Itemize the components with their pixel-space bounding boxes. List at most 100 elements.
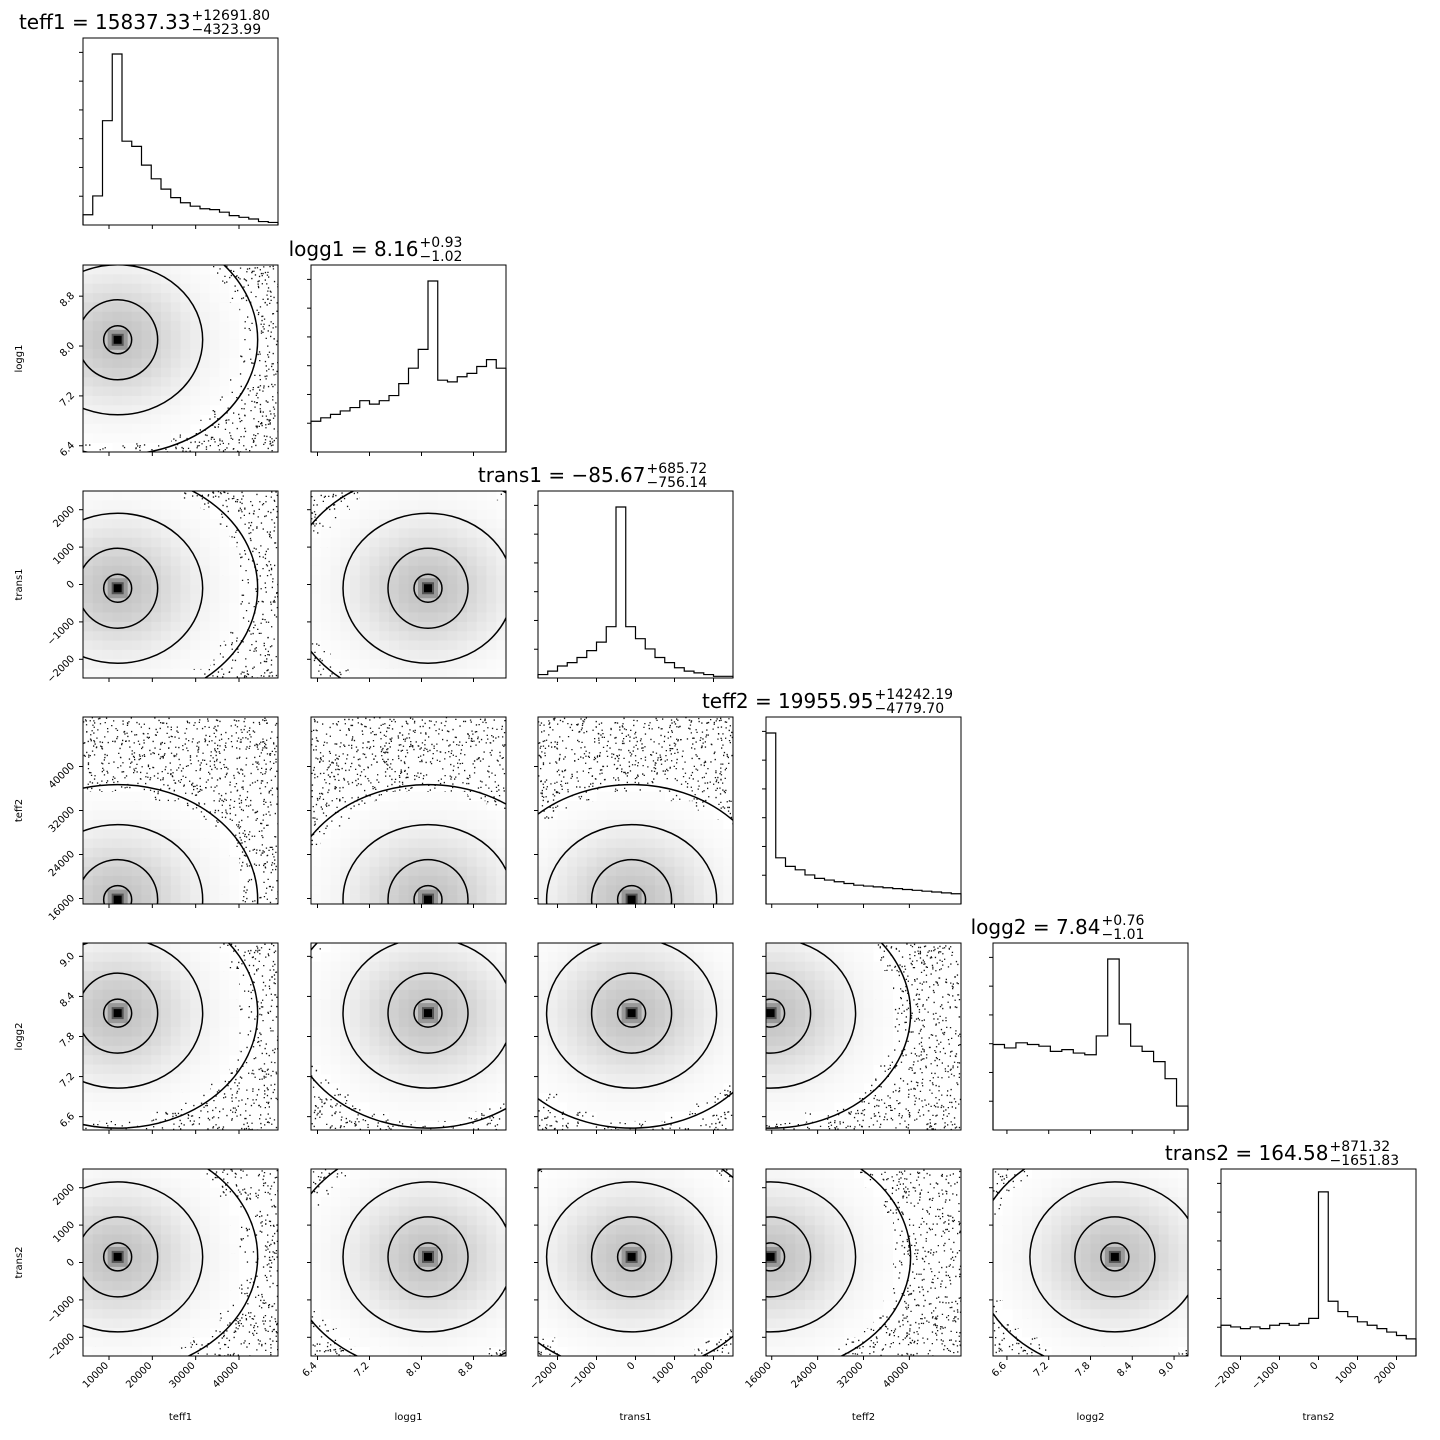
density-cell: [102, 565, 113, 576]
density-cell: [1119, 1187, 1130, 1198]
density-cell: [1041, 1262, 1052, 1273]
density-cell: [824, 1178, 835, 1188]
density-cell: [447, 847, 458, 858]
density-cell: [398, 875, 409, 886]
density-cell: [486, 1206, 497, 1217]
density-cell: [457, 1337, 468, 1347]
density-cell: [1110, 1225, 1121, 1235]
density-cell: [606, 1073, 617, 1084]
density-cell: [684, 1017, 695, 1028]
density-cell: [457, 980, 468, 991]
density-cell: [775, 1036, 786, 1047]
density-cell: [350, 1017, 361, 1028]
density-cell: [1051, 1178, 1062, 1188]
density-cell: [92, 866, 103, 877]
density-cell: [645, 875, 656, 886]
density-cell: [1032, 1187, 1043, 1198]
density-cell: [131, 593, 142, 604]
density-cell: [180, 1092, 191, 1103]
density-cell: [418, 547, 429, 557]
density-cell: [398, 1073, 409, 1084]
density-peak: [424, 1009, 432, 1018]
density-cell: [359, 593, 370, 604]
density-cell: [330, 1045, 341, 1056]
density-cell: [596, 1197, 607, 1207]
density-cell: [151, 1215, 162, 1226]
density-cell: [200, 302, 211, 313]
density-cell: [785, 1225, 796, 1235]
density-cell: [131, 302, 142, 313]
density-cell: [645, 1309, 656, 1319]
density-cell: [723, 1215, 733, 1226]
density-cell: [1041, 1234, 1052, 1245]
density-cell: [437, 943, 448, 953]
density-cell: [359, 1064, 370, 1075]
density-cell: [467, 1055, 478, 1065]
density-cell: [350, 943, 361, 953]
density-cell: [83, 1101, 94, 1112]
density-cell: [141, 1083, 152, 1093]
density-cell: [723, 943, 733, 953]
density-cell: [398, 838, 409, 849]
density-cell: [606, 971, 617, 981]
density-cell: [775, 971, 786, 981]
density-cell: [311, 631, 322, 641]
density-cell: [131, 961, 142, 972]
density-cell: [655, 1215, 666, 1226]
density-cell: [437, 980, 448, 991]
density-cell: [340, 980, 351, 991]
density-cell: [311, 1215, 322, 1226]
density-cell: [703, 1045, 714, 1056]
density-cell: [83, 509, 94, 520]
density-cell: [723, 1290, 733, 1301]
density-cell: [170, 971, 181, 981]
density-cell: [151, 1309, 162, 1319]
density-cell: [340, 1290, 351, 1301]
density-cell: [418, 1045, 429, 1056]
density-cell: [102, 649, 113, 660]
density-cell: [389, 1346, 400, 1356]
density-cell: [645, 1027, 656, 1037]
density-cell: [538, 838, 549, 849]
density-cell: [538, 1178, 549, 1188]
density-cell: [359, 603, 370, 613]
density-cell: [209, 999, 220, 1009]
density-cell: [1090, 1215, 1101, 1226]
density-cell: [437, 1281, 448, 1291]
density-cell: [190, 631, 201, 641]
density-cell: [606, 1290, 617, 1301]
density-cell: [161, 659, 172, 669]
density-cell: [664, 847, 675, 858]
density-cell: [586, 810, 597, 821]
density-cell: [447, 1243, 458, 1254]
density-cell: [467, 961, 478, 972]
density-cell: [180, 405, 191, 415]
density-cell: [577, 1243, 588, 1254]
density-cell: [102, 265, 113, 275]
density-cell: [844, 1271, 855, 1282]
density-cell: [713, 952, 724, 962]
density-cell: [1002, 1281, 1013, 1291]
density-cell: [723, 829, 733, 839]
density-cell: [1149, 1187, 1160, 1198]
density-cell: [684, 1064, 695, 1075]
density-cell: [1158, 1197, 1169, 1207]
density-cell: [873, 1243, 884, 1254]
density-cell: [131, 1299, 142, 1310]
density-cell: [713, 989, 724, 1000]
density-cell: [844, 999, 855, 1009]
density-cell: [122, 386, 133, 397]
density-cell: [785, 1178, 796, 1188]
density-cell: [180, 386, 191, 397]
density-cell: [170, 952, 181, 962]
density-cell: [229, 358, 240, 369]
density-cell: [834, 1083, 845, 1093]
density-cell: [486, 1036, 497, 1047]
density-cell: [476, 1271, 487, 1282]
density-cell: [389, 1253, 400, 1263]
density-cell: [379, 528, 390, 539]
density-cell: [320, 556, 331, 567]
density-cell: [467, 829, 478, 839]
density-cell: [775, 1073, 786, 1084]
density-cell: [616, 989, 627, 1000]
